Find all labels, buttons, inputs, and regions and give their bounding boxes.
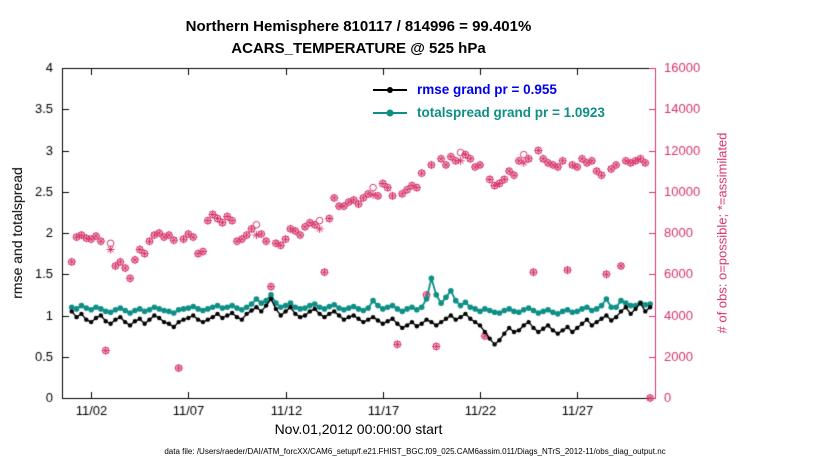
chart-subtitle: ACARS_TEMPERATURE @ 525 hPa <box>231 40 486 57</box>
legend-item-rmse: rmse grand pr = 0.955 <box>372 78 605 101</box>
x-axis-label: Nov.01,2012 00:00:00 start <box>274 421 443 437</box>
rmse-line-sample <box>373 86 407 93</box>
legend-totalspread-label: totalspread grand pr = 1.0923 <box>417 105 605 120</box>
totalspread-line-sample <box>373 109 407 116</box>
left-axis-label: rmse and totalspread <box>9 167 25 299</box>
legend-rmse-label: rmse grand pr = 0.955 <box>417 82 557 97</box>
right-axis-label: # of obs: o=possible; *=assimilated <box>714 132 730 334</box>
data-file-caption: data file: /Users/raeder/DAI/ATM_forcXX/… <box>164 447 666 456</box>
legend: rmse grand pr = 0.955 totalspread grand … <box>372 78 605 124</box>
legend-item-totalspread: totalspread grand pr = 1.0923 <box>372 101 605 124</box>
chart-title: Northern Hemisphere 810117 / 814996 = 99… <box>185 18 532 35</box>
